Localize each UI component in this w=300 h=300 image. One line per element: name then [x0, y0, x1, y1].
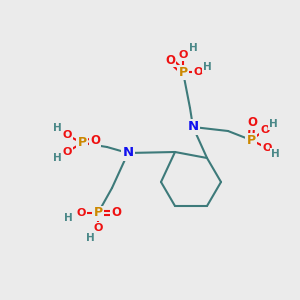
Text: N: N — [122, 146, 134, 160]
Text: H: H — [271, 149, 279, 159]
Text: O: O — [178, 50, 188, 60]
Text: H: H — [85, 233, 94, 243]
Text: O: O — [90, 134, 100, 146]
Text: O: O — [62, 147, 72, 157]
Text: H: H — [52, 153, 62, 163]
Text: O: O — [247, 116, 257, 130]
Text: O: O — [62, 130, 72, 140]
Text: O: O — [260, 125, 270, 135]
Text: O: O — [262, 143, 272, 153]
Text: N: N — [188, 121, 199, 134]
Text: P: P — [93, 206, 103, 220]
Text: O: O — [111, 206, 121, 220]
Text: O: O — [193, 67, 203, 77]
Text: P: P — [178, 65, 188, 79]
Text: H: H — [52, 123, 62, 133]
Text: H: H — [268, 119, 278, 129]
Text: P: P — [246, 134, 256, 146]
Text: H: H — [64, 213, 72, 223]
Text: O: O — [165, 53, 175, 67]
Text: P: P — [77, 136, 87, 149]
Text: O: O — [93, 223, 103, 233]
Text: H: H — [202, 62, 211, 72]
Text: O: O — [76, 208, 86, 218]
Text: H: H — [189, 43, 197, 53]
